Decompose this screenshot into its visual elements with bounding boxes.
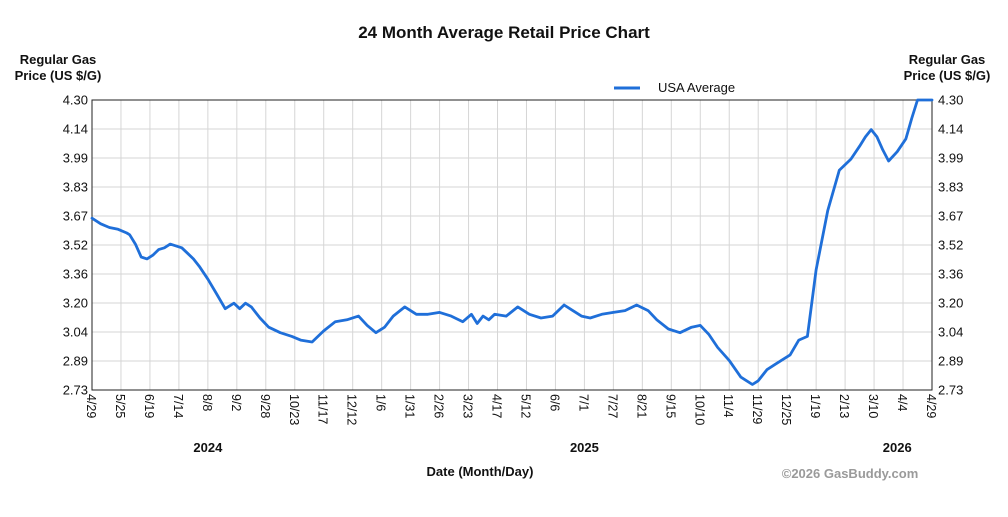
x-tick-label: 10/10 xyxy=(692,394,706,425)
y-tick-label-left: 4.14 xyxy=(63,122,88,137)
y-tick-label-left: 3.04 xyxy=(63,325,88,340)
x-tick-label: 2/13 xyxy=(837,394,851,418)
x-axis-ticks: 4/29 5/25 6/19 7/14 8/8 9/2 9/28 10/23 11/17 12/1… xyxy=(84,394,938,425)
year-label: 2026 xyxy=(883,440,912,455)
legend-label: USA Average xyxy=(658,80,735,95)
y-tick-label-right: 3.83 xyxy=(938,180,963,195)
y-tick-label-left: 3.83 xyxy=(63,180,88,195)
y-axis-ticks: 4.30 4.30 4.14 4.14 3.99 3.99 3.83 3.83 3.67 3.67… xyxy=(63,93,964,398)
x-tick-label: 10/23 xyxy=(287,394,301,425)
year-label: 2025 xyxy=(570,440,599,455)
y-tick-label-right: 3.20 xyxy=(938,296,963,311)
grid xyxy=(91,99,933,391)
x-tick-label: 1/6 xyxy=(374,394,388,411)
x-tick-label: 1/31 xyxy=(403,394,417,418)
y-tick-label-left: 3.99 xyxy=(63,151,88,166)
x-tick-label: 5/25 xyxy=(113,394,127,418)
x-tick-label: 4/29 xyxy=(84,394,98,418)
y-tick-label-right: 3.04 xyxy=(938,325,963,340)
x-tick-label: 9/28 xyxy=(258,394,272,418)
y-tick-label-left: 2.73 xyxy=(63,383,88,398)
y-tick-label-right: 2.89 xyxy=(938,354,963,369)
x-tick-label: 12/25 xyxy=(779,394,793,425)
x-axis-title: Date (Month/Day) xyxy=(427,464,534,479)
y-tick-label-right: 3.52 xyxy=(938,238,963,253)
y-tick-label-left: 3.52 xyxy=(63,238,88,253)
x-tick-label: 11/4 xyxy=(721,394,735,417)
y-tick-label-right: 4.30 xyxy=(938,93,963,108)
x-tick-label: 5/12 xyxy=(518,394,532,418)
x-tick-label: 3/23 xyxy=(461,394,475,418)
x-tick-label: 7/1 xyxy=(576,394,590,411)
x-tick-label: 4/17 xyxy=(490,394,504,418)
y-tick-label-left: 2.89 xyxy=(63,354,88,369)
y-tick-label-left: 4.30 xyxy=(63,93,88,108)
x-tick-label: 4/29 xyxy=(924,394,938,418)
legend: USA Average xyxy=(614,80,735,95)
x-tick-label: 7/14 xyxy=(171,394,185,418)
y-tick-label-right: 4.14 xyxy=(938,122,963,137)
y-axis-title-left-line1: Regular Gas xyxy=(20,52,97,67)
y-tick-label-right: 3.36 xyxy=(938,267,963,282)
x-tick-label: 9/2 xyxy=(229,394,243,411)
copyright-label: ©2026 GasBuddy.com xyxy=(782,466,919,481)
chart-title: 24 Month Average Retail Price Chart xyxy=(358,23,650,42)
x-tick-label: 9/15 xyxy=(663,394,677,418)
x-tick-label: 8/21 xyxy=(634,394,648,418)
y-axis-title-right-line1: Regular Gas xyxy=(909,52,986,67)
y-axis-title-right-line2: Price (US $/G) xyxy=(904,68,991,83)
y-tick-label-left: 3.67 xyxy=(63,209,88,224)
x-tick-label: 2/26 xyxy=(432,394,446,418)
y-tick-label-left: 3.36 xyxy=(63,267,88,282)
year-label: 2024 xyxy=(193,440,223,455)
x-tick-label: 4/4 xyxy=(895,394,909,411)
x-tick-label: 6/6 xyxy=(547,394,561,411)
y-axis-title-left-line2: Price (US $/G) xyxy=(15,68,102,83)
x-tick-label: 8/8 xyxy=(200,394,214,411)
y-tick-label-right: 3.67 xyxy=(938,209,963,224)
x-tick-label: 6/19 xyxy=(142,394,156,418)
plot-area-frame xyxy=(91,99,933,391)
y-tick-label-right: 3.99 xyxy=(938,151,963,166)
y-tick-label-left: 3.20 xyxy=(63,296,88,311)
x-tick-label: 11/17 xyxy=(316,394,330,424)
year-labels: 2024 2025 2026 xyxy=(193,440,911,455)
x-tick-label: 7/27 xyxy=(605,394,619,418)
x-tick-label: 12/12 xyxy=(345,394,359,425)
x-tick-label: 1/19 xyxy=(808,394,822,418)
y-tick-label-right: 2.73 xyxy=(938,383,963,398)
x-tick-label: 3/10 xyxy=(866,394,880,418)
x-tick-label: 11/29 xyxy=(750,394,764,424)
series-line-usa-average xyxy=(90,98,934,386)
